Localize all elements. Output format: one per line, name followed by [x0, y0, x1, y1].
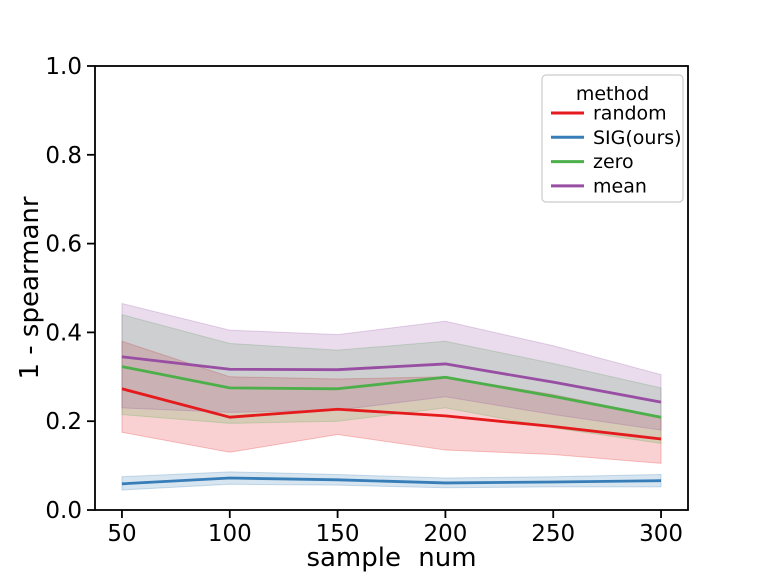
y-tick-label: 0.6 [45, 232, 82, 258]
legend-label: random [593, 103, 667, 125]
x-tick-label: 250 [531, 521, 575, 547]
x-tick-label: 50 [107, 521, 136, 547]
band-random [121, 340, 662, 464]
x-tick-label: 100 [208, 521, 252, 547]
line-random [121, 387, 662, 441]
legend-label: mean [593, 175, 647, 197]
legend-box [541, 74, 684, 203]
x-tick-label: 300 [639, 521, 683, 547]
legend-entry-mean: mean [551, 175, 647, 197]
x-tick-label: 150 [316, 521, 360, 547]
x-axis-label: sample num [306, 543, 476, 573]
y-tick-label: 0.0 [45, 498, 82, 524]
y-tick-label: 0.2 [45, 409, 82, 435]
legend-entry-random: random [551, 103, 667, 125]
legend-label: SIG(ours) [593, 127, 682, 149]
line-mean [121, 355, 662, 404]
line-SIG(ours) [121, 476, 662, 486]
band-zero [121, 313, 662, 444]
y-tick-label: 0.4 [45, 320, 82, 346]
axes-spines [94, 65, 689, 511]
legend-entry-SIG(ours): SIG(ours) [551, 127, 682, 149]
y-tick-label: 0.8 [45, 143, 82, 169]
line-zero [121, 365, 662, 419]
y-tick-label: 1.0 [45, 54, 82, 80]
legend-label: zero [593, 151, 634, 173]
legend-title: method [576, 83, 649, 105]
y-axis-label: 1 - spearmanr [15, 196, 45, 379]
legend-entry-zero: zero [551, 151, 634, 173]
x-tick-label: 200 [423, 521, 467, 547]
